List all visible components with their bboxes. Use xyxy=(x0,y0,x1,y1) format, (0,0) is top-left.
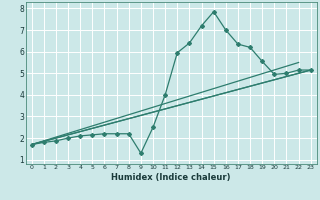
X-axis label: Humidex (Indice chaleur): Humidex (Indice chaleur) xyxy=(111,173,231,182)
